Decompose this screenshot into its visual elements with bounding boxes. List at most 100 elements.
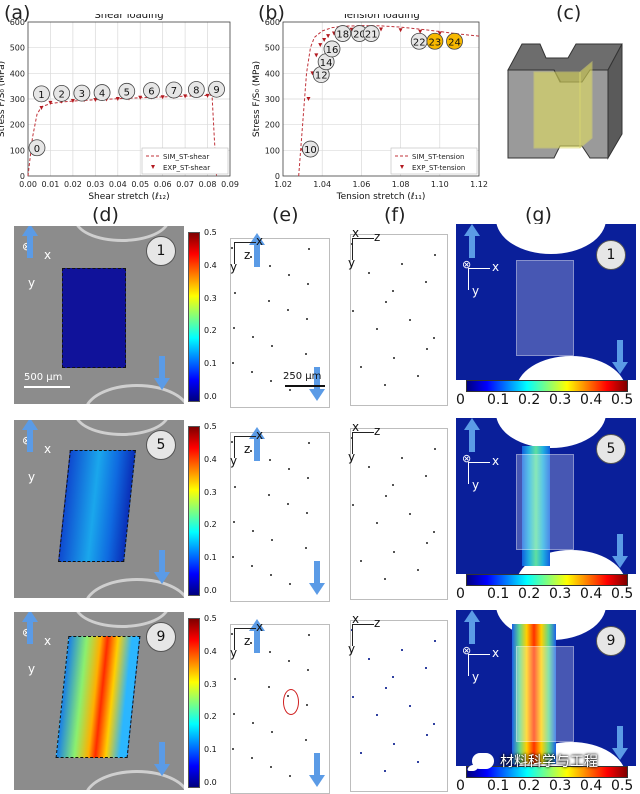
void-speck	[417, 569, 419, 571]
step-marker-label: 6	[148, 87, 154, 98]
exp-data-point	[160, 95, 165, 100]
void-speck	[251, 565, 253, 567]
void-speck	[368, 272, 370, 274]
axis-label-x: x	[44, 248, 52, 262]
dic-strain-image: ⊗ xy 1 500 µm	[14, 226, 184, 404]
shear-band	[522, 446, 550, 566]
axis-line	[234, 436, 256, 437]
y-tick-label: 200	[10, 121, 25, 130]
plot-frame	[27, 21, 231, 177]
colorbar-tick-label: 0.5	[204, 614, 217, 623]
axis-label: x	[256, 620, 264, 634]
arrow-shaft	[469, 234, 475, 258]
step-marker-label: 4	[99, 89, 105, 100]
axis-label-x: x	[44, 634, 52, 648]
void-speck	[252, 336, 254, 338]
out-of-plane-icon: ⊗	[22, 626, 31, 639]
x-tick-label: 0.03	[86, 180, 104, 189]
load-arrow-down-icon	[154, 742, 170, 776]
colorbar-tick-label: 0.5	[611, 586, 634, 602]
tomography-view-e	[230, 427, 330, 602]
exp-data-point	[306, 97, 311, 101]
axis-label-x: x	[492, 646, 500, 660]
void-speck	[360, 560, 362, 562]
arrow-head	[309, 775, 325, 787]
y-tick-label: 600	[265, 18, 280, 27]
arrow-shaft	[254, 437, 260, 461]
y-tick-label: 300	[10, 95, 25, 104]
axis-label-y: y	[28, 662, 36, 676]
step-marker-label: 7	[171, 86, 177, 97]
void-speck	[232, 362, 234, 364]
legend-box	[390, 147, 478, 175]
load-arrow-down-icon	[154, 550, 170, 584]
void-speck	[250, 256, 252, 258]
x-tick-label: 1.02	[274, 180, 292, 189]
step-marker-circle	[334, 25, 352, 42]
void-speck	[368, 658, 370, 660]
step-marker-label: 16	[326, 45, 339, 56]
y-tick-label: 300	[265, 95, 280, 104]
axis-line	[352, 238, 353, 260]
void-speck	[288, 660, 290, 662]
x-tick-label: 1.10	[431, 180, 449, 189]
void-speck	[306, 512, 308, 514]
colorbar-tick-label: 0.0	[204, 778, 217, 787]
chat-bubble-icon	[472, 753, 494, 769]
colorbar-tick-label: 0.3	[204, 679, 217, 689]
axis-line	[468, 462, 469, 484]
tomography-view-e	[230, 619, 330, 794]
x-tick-label: 0.06	[154, 180, 172, 189]
void-speck	[271, 731, 273, 733]
arrow-head	[22, 226, 38, 236]
void-speck	[425, 667, 427, 669]
x-tick-label: 0.09	[221, 180, 239, 189]
step-marker-circle	[362, 25, 380, 42]
colorbar-tick-label: 0.2	[204, 712, 217, 722]
exp-data-point	[314, 53, 319, 58]
load-arrow-up-icon	[464, 610, 480, 644]
load-arrow-down-icon	[154, 356, 170, 390]
panel-label-b: (b)	[258, 2, 285, 24]
step-marker-circle	[302, 140, 319, 158]
void-speck	[426, 348, 428, 350]
out-of-plane-icon: ⊗	[462, 258, 472, 271]
legend-exp-label: EXP_ST-tension	[412, 164, 465, 172]
strain-colorbar-horizontal	[466, 574, 628, 586]
step-badge-label: 1	[156, 243, 166, 259]
void-speck	[393, 357, 395, 359]
y-tick-label: 400	[10, 69, 25, 78]
step-marker-label: 3	[79, 89, 85, 100]
scale-bar	[24, 386, 70, 388]
arrow-shaft	[27, 428, 33, 452]
colorbar-tick-label: 0.1	[487, 392, 510, 408]
axis-label-x: x	[492, 260, 500, 274]
exp-data-point	[48, 100, 53, 105]
void-speck	[250, 450, 252, 452]
void-speck	[232, 556, 234, 558]
step-badge-label: 9	[606, 633, 616, 649]
legend-exp-label: EXP_ST-shear	[163, 164, 210, 172]
void-speck	[287, 503, 289, 505]
void-speck	[271, 345, 273, 347]
load-arrow-down-icon	[309, 753, 325, 787]
y-tick-label: 0	[20, 172, 25, 181]
axis-label-y: y	[472, 670, 480, 684]
void-speck	[252, 530, 254, 532]
step-marker-label: 18	[336, 30, 349, 41]
exp-data-point	[93, 98, 98, 103]
void-speck	[385, 687, 387, 689]
y-tick-label: 100	[265, 146, 280, 155]
void-speck	[271, 539, 273, 541]
void-speck	[305, 353, 307, 355]
void-speck	[232, 748, 234, 750]
axis-label-y: y	[472, 284, 480, 298]
load-arrow-up-icon	[22, 226, 38, 258]
void-speck	[352, 696, 354, 698]
step-badge: 9	[596, 626, 626, 656]
x-tick-label: 0.04	[109, 180, 127, 189]
tomography-view-f	[350, 428, 448, 600]
axis-label-x: x	[352, 226, 360, 240]
shear-chart: 0.00 0.01 0.02 0.03 0.04 0.05 0.06 0.07 0.08 0.09…	[0, 14, 239, 202]
